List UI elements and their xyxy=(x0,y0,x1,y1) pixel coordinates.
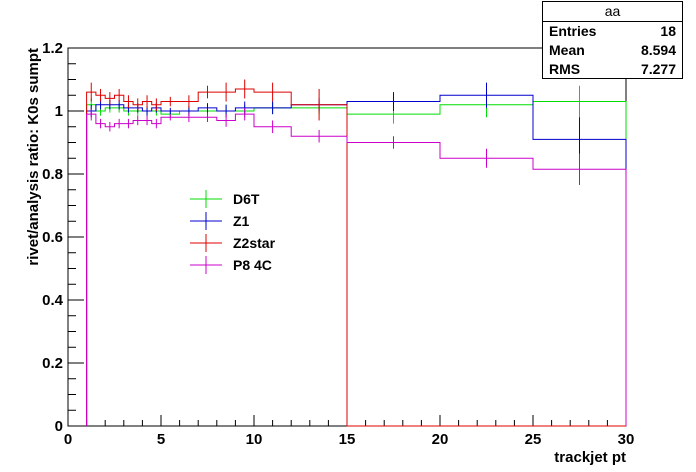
y-axis-title: rivet/analysis ratio: K0s sumpt xyxy=(25,48,42,266)
stats-value: 18 xyxy=(660,23,676,39)
legend-label: Z2star xyxy=(233,235,276,251)
y-tick-label: 0.8 xyxy=(42,166,63,183)
stats-box: aa Entries 18 Mean 8.594 RMS 7.277 xyxy=(542,1,683,79)
x-tick-label: 20 xyxy=(432,431,449,448)
stats-row-rms: RMS 7.277 xyxy=(543,60,682,79)
legend-label: P8 4C xyxy=(233,257,272,273)
y-tick-label: 0.6 xyxy=(42,229,63,246)
legend-label: D6T xyxy=(233,191,260,207)
legend: D6T Z1 Z2star P8 4C xyxy=(190,190,276,274)
x-axis: 0 5 10 15 20 25 30 xyxy=(64,415,635,448)
x-tick-label: 10 xyxy=(246,431,263,448)
y-axis: 0 0.2 0.4 0.6 0.8 1 1.2 xyxy=(42,40,84,435)
legend-label: Z1 xyxy=(233,213,250,229)
stats-title: aa xyxy=(543,2,682,22)
x-tick-label: 25 xyxy=(525,431,542,448)
y-tick-label: 0.4 xyxy=(42,292,64,309)
series-line-1 xyxy=(86,94,627,426)
x-tick-label: 5 xyxy=(157,431,165,448)
x-tick-label: 15 xyxy=(339,431,356,448)
y-tick-label: 0.2 xyxy=(42,355,63,372)
series-line-3 xyxy=(86,113,627,426)
series-line-0 xyxy=(86,101,627,426)
series-group xyxy=(86,79,627,427)
stats-label: RMS xyxy=(549,61,581,77)
y-tick-label: 1.2 xyxy=(42,40,63,57)
stats-row-entries: Entries 18 xyxy=(543,22,682,41)
y-tick-label: 1 xyxy=(55,103,63,120)
stats-value: 8.594 xyxy=(640,42,676,58)
stats-label: Entries xyxy=(549,23,597,39)
x-axis-title: trackjet pt xyxy=(554,449,626,466)
stats-value: 7.277 xyxy=(640,61,676,77)
x-tick-label: 30 xyxy=(618,431,635,448)
series-line-2 xyxy=(86,88,626,427)
y-tick-label: 0 xyxy=(55,418,63,435)
x-tick-label: 0 xyxy=(64,431,72,448)
stats-row-mean: Mean 8.594 xyxy=(543,41,682,60)
stats-label: Mean xyxy=(549,42,585,58)
